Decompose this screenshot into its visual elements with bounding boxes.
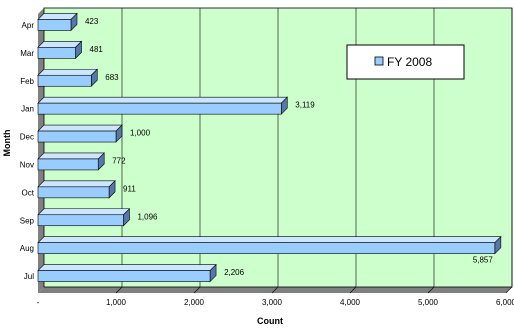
bar-top-face <box>37 96 289 104</box>
y-tick-label-nov: Nov <box>20 160 34 169</box>
value-label-dec: 1,000 <box>130 129 151 138</box>
legend-swatch <box>374 56 384 66</box>
bar-top-face <box>37 124 123 132</box>
x-tick-label: 2,000 <box>184 298 205 307</box>
y-tick-label-jan: Jan <box>21 105 34 114</box>
x-tick-label: 1,000 <box>106 298 127 307</box>
bar-feb <box>37 68 98 87</box>
bar-front-face <box>37 214 124 227</box>
y-tick-label-sep: Sep <box>20 216 35 225</box>
gridline-floor <box>115 286 123 294</box>
bar-front-face <box>37 186 110 199</box>
bar-sep <box>37 208 131 227</box>
y-tick-label-dec: Dec <box>20 133 34 142</box>
legend-box <box>346 44 465 80</box>
gridline-floor <box>271 286 279 294</box>
bar-top-face <box>37 208 131 216</box>
bar-apr <box>37 12 78 32</box>
value-label-sep: 1,096 <box>137 212 158 221</box>
labels-layer: Jul 2,206 Aug 5,857 Sep 1,096 Oct 911 Nov 772 Dec 1… <box>20 17 494 281</box>
value-label-mar: 481 <box>90 45 104 54</box>
bar-top-face <box>37 180 116 188</box>
bar-nov <box>37 152 105 171</box>
bar-top-face <box>37 264 217 271</box>
legend: FY 2008 <box>346 44 465 80</box>
y-tick-label-aug: Aug <box>20 244 34 253</box>
bar-top-face <box>37 68 98 76</box>
bar-jul <box>37 263 217 283</box>
value-label-jan: 3,119 <box>295 101 315 110</box>
gridline-floor <box>349 286 357 294</box>
value-label-nov: 772 <box>112 156 126 165</box>
bar-front-face <box>37 19 72 31</box>
bar-top-face <box>37 41 83 48</box>
gridline-floor <box>193 286 201 294</box>
bar-front-face <box>37 242 496 254</box>
y-tick-label-feb: Feb <box>20 77 34 86</box>
y-tick-label-jul: Jul <box>24 272 34 281</box>
bar-front-face <box>37 74 92 87</box>
bar-front-face <box>37 270 211 282</box>
bar-mar <box>37 40 83 60</box>
x-tick-label: 4,000 <box>340 298 361 307</box>
bar-dec <box>37 124 123 143</box>
bar-aug <box>37 235 502 255</box>
value-label-jul: 2,206 <box>224 268 245 277</box>
x-axis-title: Count <box>257 316 283 326</box>
bar-front-face <box>37 158 99 171</box>
bar-top-face <box>37 236 502 243</box>
ticks-layer: - 1,000 2,000 3,000 4,000 5,000 6,000 <box>37 298 514 307</box>
gridline-floor <box>427 286 435 294</box>
value-label-aug: 5,857 <box>473 256 494 265</box>
bar-top-face <box>37 13 78 20</box>
y-tick-label-apr: Apr <box>22 21 35 30</box>
y-axis-title: Month <box>2 130 12 157</box>
value-label-oct: 911 <box>123 184 136 193</box>
bar-front-face <box>37 47 76 59</box>
bars-layer <box>37 12 502 283</box>
x-tick-label: 5,000 <box>418 298 439 307</box>
x-tick-label: 6,000 <box>496 298 514 307</box>
x-tick-label: - <box>37 298 40 307</box>
bar-front-face <box>37 102 282 115</box>
y-tick-label-oct: Oct <box>22 188 35 197</box>
legend-label-fy-2008: FY 2008 <box>387 55 432 69</box>
value-label-apr: 423 <box>85 17 99 26</box>
bar-oct <box>37 180 116 199</box>
gridline-floor <box>505 286 513 294</box>
bar-top-face <box>37 152 105 160</box>
bar-front-face <box>37 130 117 143</box>
y-tick-label-mar: Mar <box>20 49 34 58</box>
bar-jan <box>37 96 289 115</box>
x-tick-label: 3,000 <box>262 298 283 307</box>
value-label-feb: 683 <box>105 73 119 82</box>
